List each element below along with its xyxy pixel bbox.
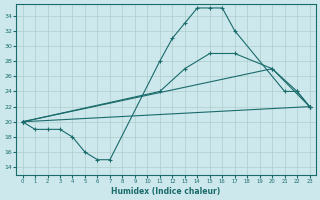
X-axis label: Humidex (Indice chaleur): Humidex (Indice chaleur) bbox=[111, 187, 221, 196]
